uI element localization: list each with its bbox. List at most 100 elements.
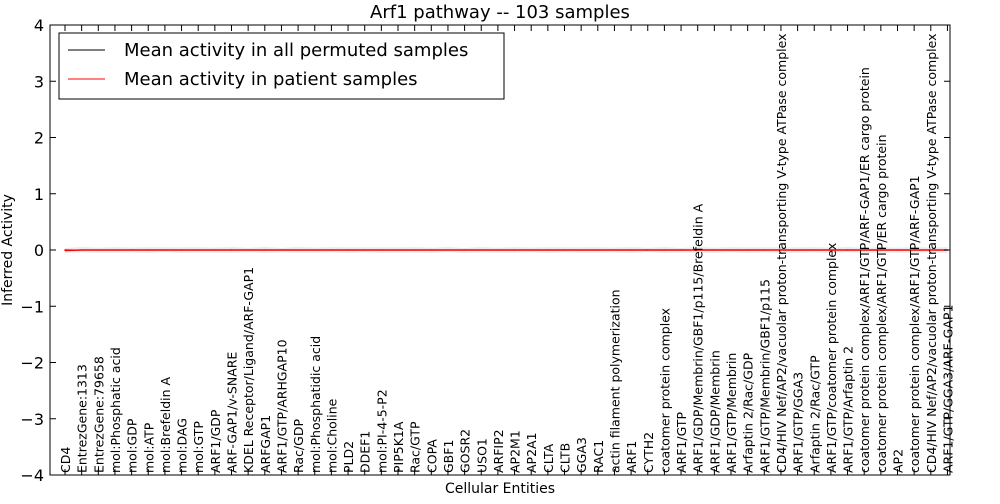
y-tick-label: −2 — [20, 354, 44, 373]
data-point — [364, 249, 366, 251]
x-tick-label: mol:ATP — [141, 422, 156, 473]
series-layer — [64, 249, 949, 252]
x-tick-label: ARF-GAP1/v-SNARE — [225, 352, 240, 473]
x-tick-label: CD4 — [58, 447, 73, 473]
data-point — [647, 249, 649, 251]
data-point — [613, 249, 616, 251]
y-tick-label: −4 — [20, 466, 44, 485]
x-tick-label: PLD2 — [341, 441, 356, 473]
x-tick-label: DDEF1 — [358, 431, 373, 473]
x-tick-label: ARF1/GTP/GGA3/ARF-GAP1 — [940, 305, 955, 473]
x-tick-label: ARFIP2 — [491, 429, 506, 473]
data-point — [214, 249, 216, 251]
data-point — [930, 249, 932, 251]
data-point — [530, 249, 532, 251]
x-tick-label: GOSR2 — [458, 429, 473, 473]
x-tick-label: AP2M1 — [508, 430, 523, 473]
x-tick-label: ARF1/GTP/GGA3 — [791, 372, 806, 473]
data-point — [813, 249, 815, 251]
series-line-1 — [64, 249, 948, 252]
data-point — [713, 249, 715, 251]
data-point — [580, 249, 582, 251]
x-tick-label: coatomer protein complex — [657, 308, 672, 473]
data-point — [747, 249, 749, 251]
data-point — [230, 249, 233, 251]
data-point — [314, 249, 316, 251]
x-tick-label: KDEL Receptor/Ligand/ARF-GAP1 — [241, 267, 256, 473]
data-point — [697, 249, 699, 251]
y-tick-label: 0 — [34, 241, 44, 260]
data-point — [97, 249, 99, 251]
x-tick-label: PIP5K1A — [391, 421, 406, 473]
x-tick-label: mol:Phosphatic acid — [108, 347, 123, 473]
data-point — [197, 249, 199, 251]
y-tick-label: 1 — [34, 185, 44, 204]
x-tick-label: CD4/HIV Nef/AP2/vacuolar proton-transpor… — [774, 34, 789, 473]
x-tick-label: ARF1/GTP/Membrin — [724, 353, 739, 473]
x-tick-label: coatomer protein complex/ARF1/GTP/ARF-GA… — [857, 67, 872, 473]
legend-box — [58, 32, 505, 100]
data-point — [630, 249, 632, 251]
x-tick-label: mol:GTP — [191, 421, 206, 473]
data-point — [414, 249, 416, 251]
x-tick-label: mol:Brefeldin A — [158, 376, 173, 473]
x-tick-label: ARF1 — [624, 441, 639, 473]
x-tick-label: GBF1 — [441, 440, 456, 473]
x-tick-label: USO1 — [474, 438, 489, 473]
legend-label-patient: Mean activity in patient samples — [124, 69, 418, 90]
data-point — [280, 249, 282, 251]
data-point — [297, 249, 299, 251]
x-tick-label: ARF1/GTP — [674, 412, 689, 473]
data-point — [663, 249, 666, 251]
x-tick-label: EntrezGene:1313 — [75, 364, 90, 473]
x-tick-label: ARF1/GTP/ARHGAP10 — [274, 339, 289, 473]
x-tick-label: actin filament polymerization — [607, 289, 622, 473]
y-tick-label: 3 — [34, 72, 44, 91]
data-point — [347, 249, 349, 251]
data-point — [464, 249, 466, 251]
x-axis-label: Cellular Entities — [445, 481, 555, 497]
y-axis-label: Inferred Activity — [0, 194, 16, 306]
x-tick-label: CLTA — [541, 443, 556, 473]
data-point — [763, 249, 765, 251]
y-tick-label: −1 — [20, 297, 44, 316]
x-tick-label: RAC1 — [591, 440, 606, 473]
x-tick-label: coatomer protein complex/ARF1/GTP/ER car… — [874, 134, 889, 473]
data-point — [730, 249, 732, 251]
data-point — [880, 249, 882, 251]
data-point — [780, 249, 782, 251]
data-point — [397, 249, 399, 251]
x-tick-label: EntrezGene:79658 — [91, 356, 106, 473]
data-point — [131, 249, 133, 251]
data-point — [447, 249, 449, 251]
data-point — [597, 249, 599, 251]
chart-title: Arf1 pathway -- 103 samples — [370, 2, 630, 23]
data-point — [64, 249, 66, 252]
data-point — [846, 249, 849, 251]
x-tick-label: ARFGAP1 — [258, 415, 273, 473]
x-tick-label: ARF1/GTP/Membrin/GBF1/p115 — [757, 279, 772, 473]
x-tick-label: mol:GDP — [125, 418, 140, 473]
x-tick-label: ARF1/GDP — [208, 409, 223, 473]
x-tick-label: Arfaptin 2/Rac/GTP — [807, 355, 822, 473]
legend-label-permuted: Mean activity in all permuted samples — [124, 40, 468, 61]
x-tick-label: Rac/GDP — [291, 419, 306, 473]
x-tick-label: AP2 — [891, 449, 906, 473]
y-tick-label: 2 — [34, 129, 44, 148]
data-point — [147, 249, 149, 251]
data-point — [863, 249, 865, 251]
data-point — [114, 249, 116, 251]
x-tick-label: ARF1/GDP/Membrin/GBF1/p115/Brefeldin A — [691, 203, 706, 473]
data-point — [547, 249, 549, 251]
data-point — [830, 249, 832, 251]
data-point — [913, 249, 915, 251]
x-tick-label: GGA3 — [574, 437, 589, 473]
data-point — [513, 249, 516, 251]
data-point — [680, 249, 682, 251]
data-point — [563, 249, 566, 251]
x-tick-label: ARF1/GTP/coatomer protein complex — [824, 243, 839, 473]
x-tick-label: CLTB — [558, 443, 573, 473]
data-point — [497, 249, 499, 251]
x-tick-label: mol:DAG — [175, 418, 190, 473]
